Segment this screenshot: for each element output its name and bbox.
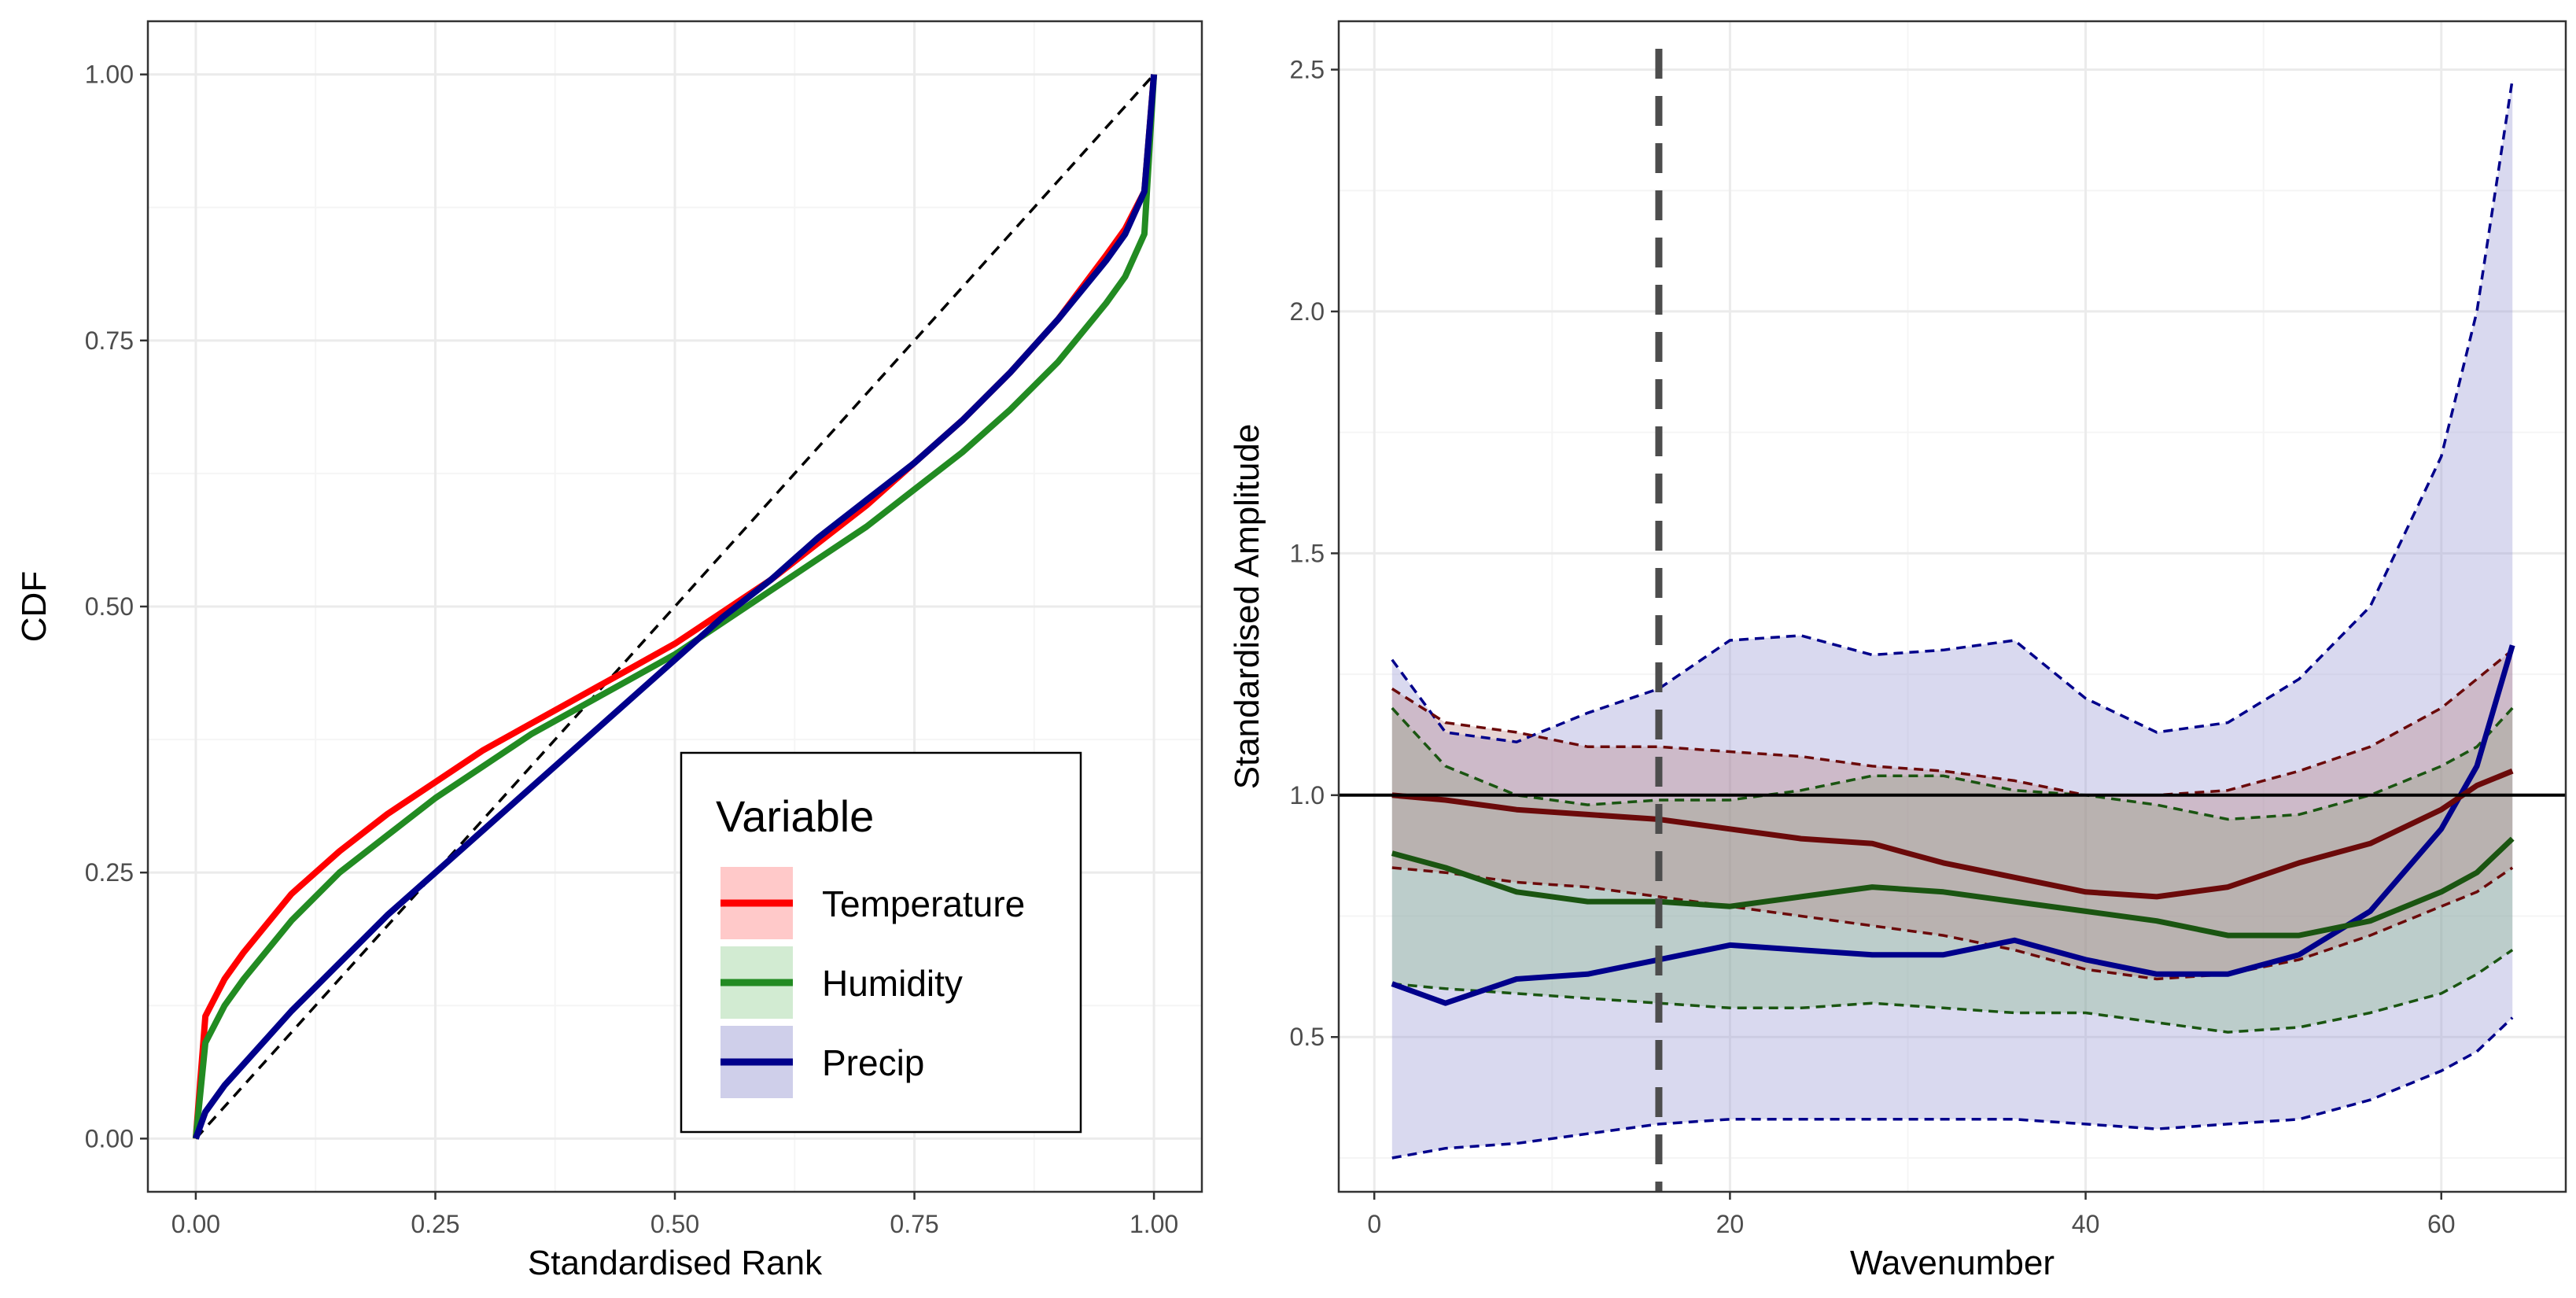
lower-bound-precip <box>1391 1016 2514 1160</box>
y-tick-label: 0.75 <box>85 326 134 355</box>
cdf-panel: 0.00 0.25 0.50 0.75 1.00 0.00 0.25 0.50 0.75 1.0… <box>15 20 1203 1282</box>
identity-reference-line <box>194 73 1155 1140</box>
amplitude-panel: 0 20 40 60 0.5 1.0 1.5 2.0 2.5 Wavenumber Stand… <box>1228 20 2567 1282</box>
upper-bound-humidity <box>1391 706 2514 821</box>
cdf-reference-line <box>194 73 1155 1140</box>
lower-bound-humidity <box>1391 949 2514 1034</box>
mean-line-humidity <box>1391 836 2515 938</box>
ribbon-humidity <box>1391 708 2513 1033</box>
y-tick-label: 2.0 <box>1290 297 1325 326</box>
y-tick-label: 1.0 <box>1290 781 1325 809</box>
x-tick-label: 0.50 <box>650 1210 699 1238</box>
amplitude-series <box>1391 79 2515 1160</box>
y-tick-label: 0.50 <box>85 592 134 621</box>
cdf-line-humidity <box>192 74 1158 1139</box>
cdf-series <box>192 74 1158 1140</box>
amplitude-y-axis-title: Standardised Amplitude <box>1228 424 1266 790</box>
x-tick-label: 0.25 <box>411 1210 459 1238</box>
cdf-x-ticks: 0.00 0.25 0.50 0.75 1.00 <box>171 1192 1178 1238</box>
legend: Variable Temperature Humidity Precip <box>680 751 1082 1134</box>
legend-label-humidity: Humidity <box>822 963 963 1004</box>
upper-bound-temperature <box>1391 648 2514 797</box>
cdf-line-precip <box>193 74 1158 1140</box>
amplitude-plot-background <box>1339 21 2566 1192</box>
legend-entry-humidity: Humidity <box>720 946 963 1019</box>
legend-title: Variable <box>716 791 874 841</box>
legend-entry-temperature: Temperature <box>720 867 1025 939</box>
x-tick-label: 0 <box>1367 1210 1381 1238</box>
y-tick-label: 1.5 <box>1290 539 1325 567</box>
x-tick-label: 60 <box>2427 1210 2456 1238</box>
amplitude-y-ticks: 0.5 1.0 1.5 2.0 2.5 <box>1290 55 1339 1051</box>
y-tick-label: 0.5 <box>1290 1023 1325 1051</box>
legend-entry-precip: Precip <box>720 1026 924 1098</box>
y-tick-label: 0.25 <box>85 858 134 887</box>
x-tick-label: 0.00 <box>171 1210 220 1238</box>
cdf-y-axis-title: CDF <box>15 571 53 642</box>
legend-label-temperature: Temperature <box>822 883 1025 924</box>
x-tick-label: 0.75 <box>890 1210 938 1238</box>
mean-line-temperature <box>1391 768 2514 900</box>
y-tick-label: 0.00 <box>85 1124 134 1152</box>
cdf-grid <box>148 21 1202 1192</box>
upper-bound-precip <box>1391 79 2514 743</box>
cdf-x-axis-title: Standardised Rank <box>528 1244 823 1282</box>
cdf-y-ticks: 0.00 0.25 0.50 0.75 1.00 <box>85 61 148 1152</box>
amplitude-plot-border <box>1337 20 2567 1193</box>
legend-label-precip: Precip <box>822 1042 924 1083</box>
x-tick-label: 40 <box>2072 1210 2100 1238</box>
y-tick-label: 1.00 <box>85 61 134 89</box>
amplitude-reference-lines <box>1339 49 2566 1192</box>
amplitude-x-ticks: 0 20 40 60 <box>1367 1192 2456 1238</box>
ribbon-temperature <box>1391 650 2513 979</box>
x-tick-label: 1.00 <box>1130 1210 1178 1238</box>
amplitude-x-axis-title: Wavenumber <box>1850 1244 2055 1282</box>
y-tick-label: 2.5 <box>1290 55 1325 83</box>
x-tick-label: 20 <box>1716 1210 1745 1238</box>
mean-line-precip <box>1391 644 2515 1006</box>
